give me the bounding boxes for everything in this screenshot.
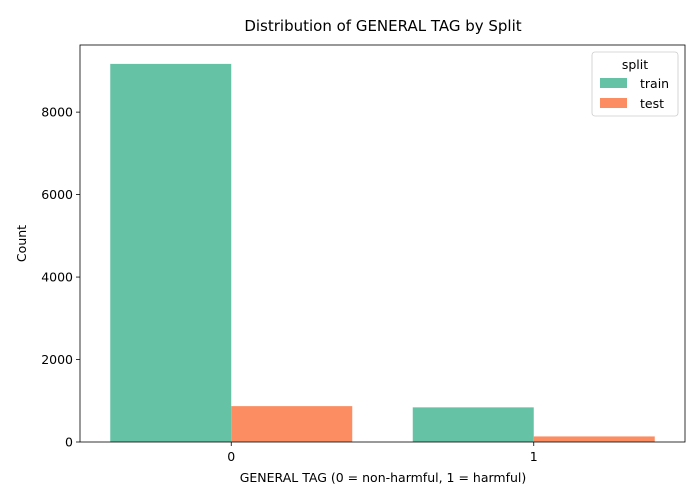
y-tick-label: 4000: [41, 270, 73, 285]
legend-swatch-test: [600, 98, 627, 108]
bar-train-0: [110, 63, 232, 442]
bar-test-1: [533, 436, 655, 442]
legend-label-test: test: [640, 96, 664, 111]
y-tick-label: 8000: [41, 105, 73, 120]
bar-test-0: [231, 406, 353, 442]
legend-items: train test: [600, 76, 669, 111]
bar-train-1: [412, 407, 534, 442]
x-axis-label: GENERAL TAG (0 = non-harmful, 1 = harmfu…: [240, 470, 527, 485]
chart-title: Distribution of GENERAL TAG by Split: [244, 17, 521, 35]
legend-swatch-train: [600, 78, 627, 88]
legend-label-train: train: [640, 76, 669, 91]
y-tick-label: 2000: [41, 352, 73, 367]
y-axis-ticks: 0 2000 4000 6000 8000: [41, 105, 80, 450]
y-tick-label: 6000: [41, 187, 73, 202]
legend-title: split: [622, 57, 648, 72]
bars-layer: [110, 63, 655, 442]
y-axis-label: Count: [14, 225, 29, 262]
x-tick-label: 1: [530, 449, 538, 464]
plot-frame: [79, 44, 686, 443]
x-tick-label: 0: [227, 449, 235, 464]
legend: split train test: [591, 51, 679, 117]
y-tick-label: 0: [65, 435, 73, 450]
